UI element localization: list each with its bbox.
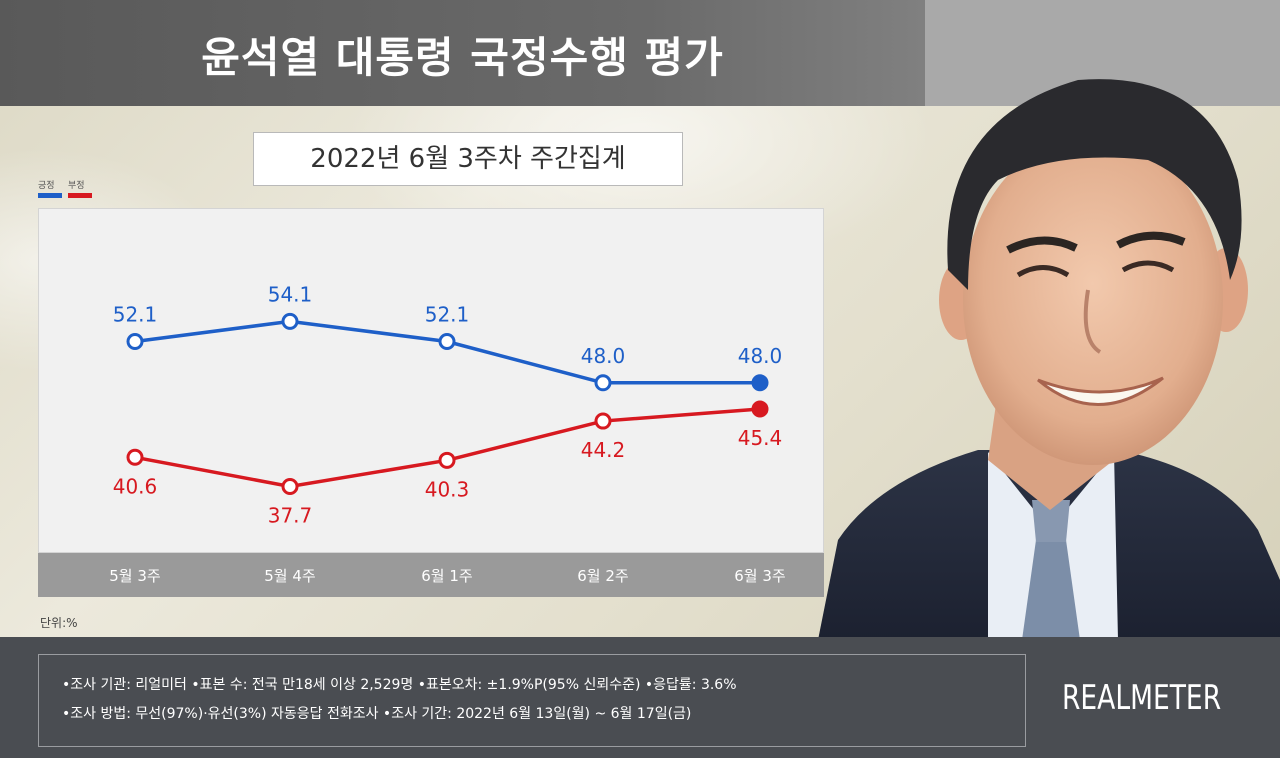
x-tick-label: 5월 3주 — [109, 567, 160, 585]
data-label: 40.6 — [113, 474, 158, 498]
unit-label: 단위:% — [40, 616, 78, 630]
data-point — [126, 448, 144, 466]
chart-panel — [38, 208, 824, 553]
data-point — [594, 412, 612, 430]
line-chart: 52.1 54.1 52.1 48.0 48.0 40.6 37.7 40.3 44.2 45.4… — [109, 282, 785, 585]
legend-item-positive: 긍정 — [38, 178, 62, 198]
data-label: 52.1 — [425, 303, 470, 327]
legend-swatch-positive — [38, 193, 62, 198]
survey-info-box — [38, 654, 1026, 747]
data-point — [594, 374, 612, 392]
survey-info-line-2: •조사 방법: 무선(97%)·유선(3%) 자동응답 전화조사 •조사 기간:… — [62, 706, 692, 722]
x-axis-bar — [38, 553, 824, 597]
data-point — [281, 312, 299, 330]
title-bar — [0, 0, 925, 106]
data-label: 44.2 — [581, 438, 626, 462]
series-line-negative — [134, 407, 761, 489]
chart-legend: 긍정 부정 — [38, 178, 92, 198]
data-label: 52.1 — [113, 303, 158, 327]
x-tick-label: 6월 2주 — [577, 567, 628, 585]
legend-label: 긍정 — [38, 181, 55, 191]
page-title: 윤석열 대통령 국정수행 평가 — [201, 33, 724, 82]
data-point — [281, 477, 299, 495]
data-label: 48.0 — [738, 344, 783, 368]
realmeter-logo: REALMETER — [1062, 678, 1222, 718]
data-point — [438, 451, 456, 469]
x-tick-label: 6월 3주 — [734, 567, 785, 585]
data-point — [126, 333, 144, 351]
legend-item-negative: 부정 — [68, 178, 92, 198]
data-label: 40.3 — [425, 477, 470, 501]
data-label: 48.0 — [581, 344, 626, 368]
series-line-positive — [134, 319, 760, 385]
legend-label: 부정 — [68, 181, 85, 191]
x-tick-label: 5월 4주 — [264, 567, 315, 585]
data-point — [751, 374, 769, 392]
data-label: 45.4 — [738, 426, 783, 450]
data-label: 37.7 — [268, 503, 313, 527]
data-point — [438, 333, 456, 351]
legend-swatch-negative — [68, 193, 92, 198]
president-portrait-image — [818, 79, 1280, 640]
x-tick-label: 6월 1주 — [421, 567, 472, 585]
footer-panel — [0, 637, 1280, 758]
chart-subtitle: 2022년 6월 3주차 주간집계 — [253, 132, 683, 186]
survey-info-line-1: •조사 기관: 리얼미터 •표본 수: 전국 만18세 이상 2,529명 •표… — [62, 677, 737, 693]
data-label: 54.1 — [268, 282, 313, 306]
data-point — [751, 400, 769, 418]
